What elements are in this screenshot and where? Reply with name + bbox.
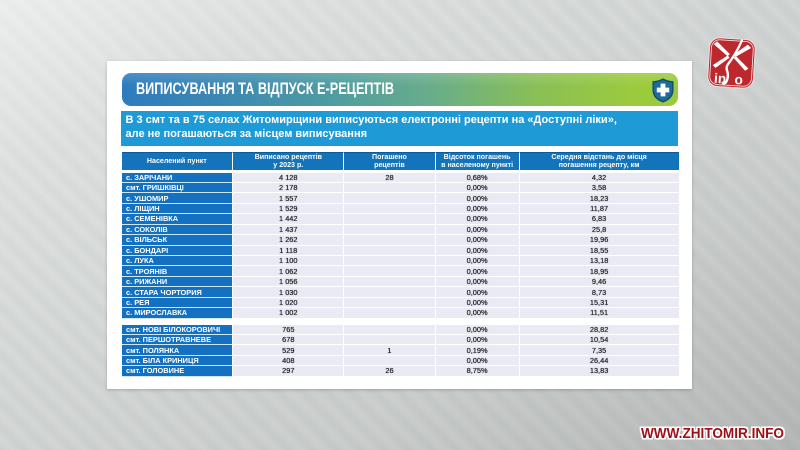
svg-text:o: o: [734, 72, 743, 87]
svg-text:in: in: [714, 71, 727, 87]
